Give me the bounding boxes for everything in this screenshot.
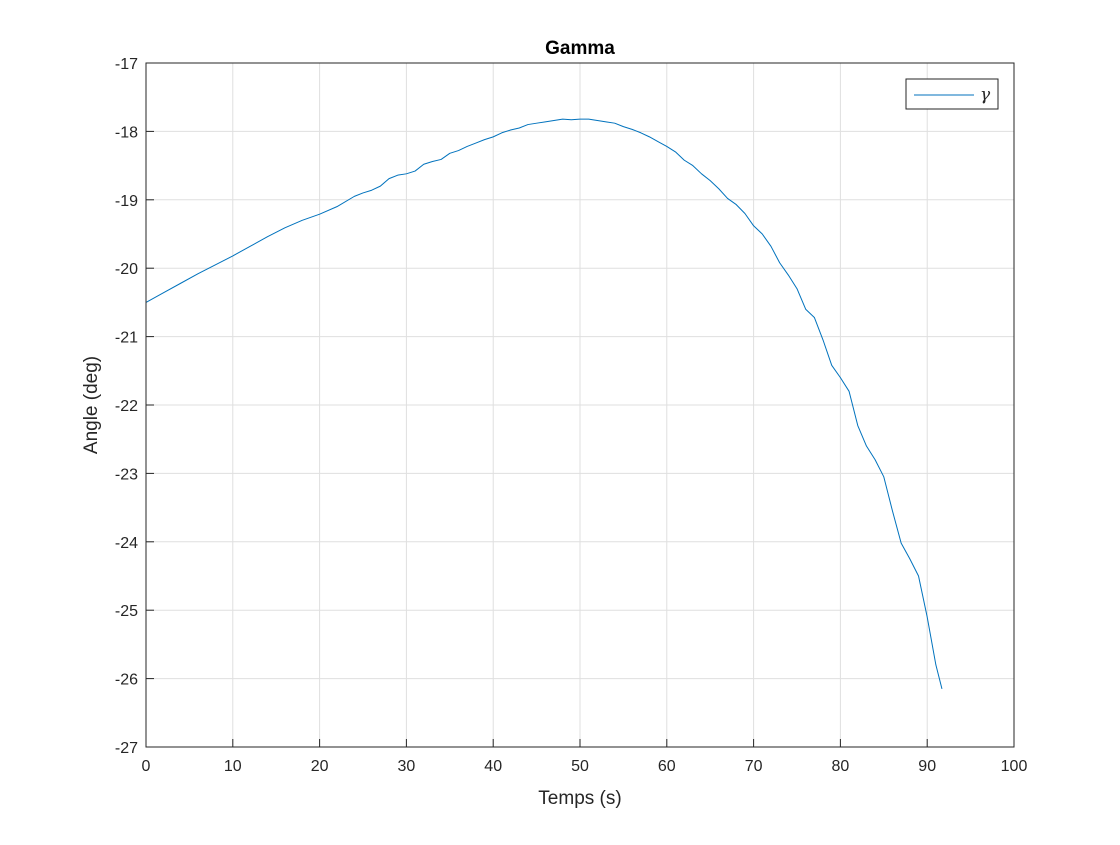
y-tick-label: -23 xyxy=(115,466,138,483)
x-tick-label: 0 xyxy=(142,758,151,775)
x-tick-label: 100 xyxy=(1001,758,1028,775)
x-tick-label: 30 xyxy=(398,758,416,775)
axis-ticks: 0 10 20 30 40 50 60 70 80 90 100 -17 -18 -19 -20 -21 -22… xyxy=(115,56,1028,775)
series-line-gamma xyxy=(145,118,943,689)
x-tick-label: 60 xyxy=(658,758,676,775)
y-tick-label: -21 xyxy=(115,330,138,347)
x-tick-label: 90 xyxy=(918,758,936,775)
y-tick-label: -22 xyxy=(115,398,138,415)
y-tick-label: -18 xyxy=(115,124,138,141)
legend-box xyxy=(905,78,999,110)
y-tick-label: -26 xyxy=(115,672,138,689)
y-axis-label: Angle (deg) xyxy=(81,356,102,454)
y-tick-label: -24 xyxy=(115,535,138,552)
series-layer xyxy=(145,118,943,689)
legend: γ xyxy=(905,78,999,110)
y-tick-label: -27 xyxy=(115,740,138,757)
x-tick-label: 70 xyxy=(745,758,763,775)
y-tick-label: -17 xyxy=(115,56,138,73)
y-tick-label: -20 xyxy=(115,261,138,278)
x-tick-label: 10 xyxy=(224,758,242,775)
y-tick-label: -25 xyxy=(115,603,138,620)
x-tick-label: 50 xyxy=(571,758,589,775)
chart-title: Gamma xyxy=(545,38,615,59)
legend-entry-label: γ xyxy=(980,85,991,105)
x-tick-label: 80 xyxy=(832,758,850,775)
x-tick-label: 40 xyxy=(484,758,502,775)
y-tick-label: -19 xyxy=(115,193,138,210)
x-axis-label: Temps (s) xyxy=(538,788,621,809)
x-tick-label: 20 xyxy=(311,758,329,775)
